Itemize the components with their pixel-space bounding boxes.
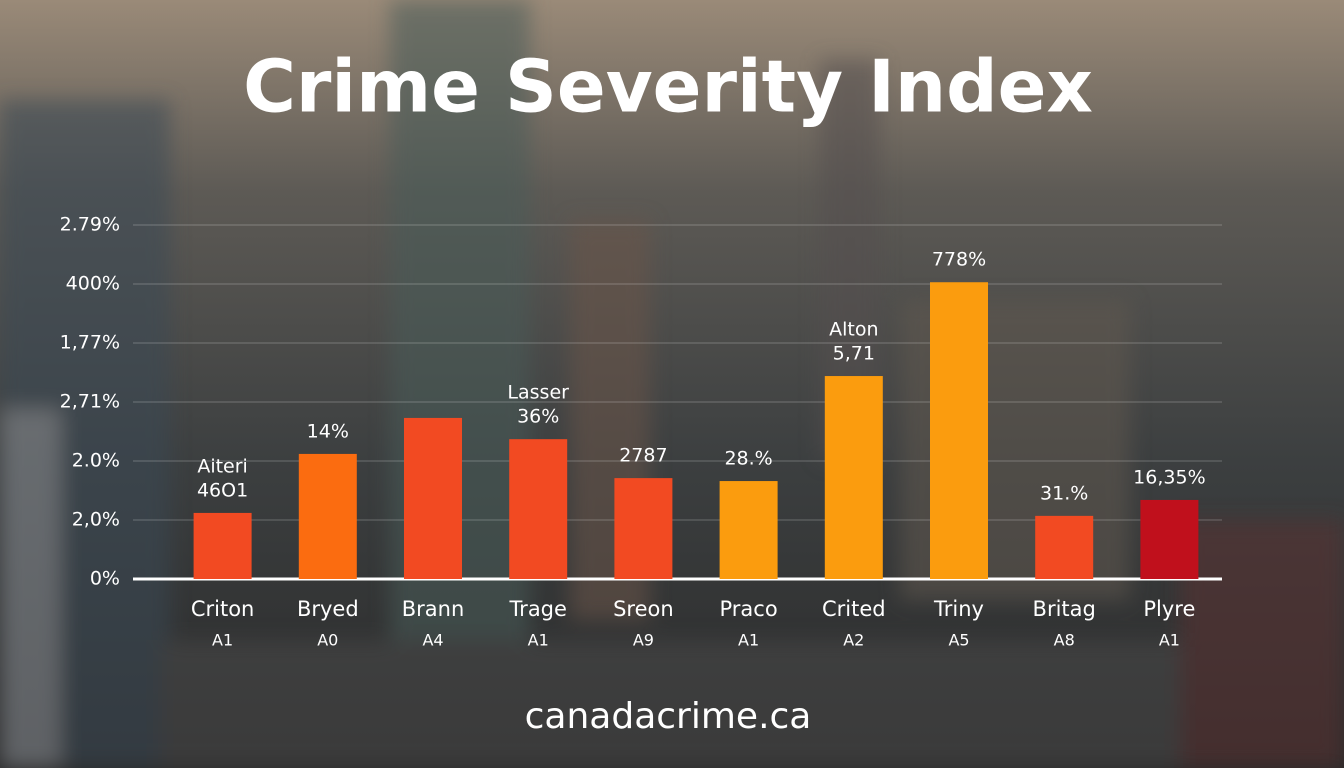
x-sub-label: A9 bbox=[633, 631, 654, 650]
y-tick-label: 2.0% bbox=[72, 450, 120, 472]
bar bbox=[1140, 499, 1199, 579]
y-tick-label: 400% bbox=[66, 273, 120, 295]
x-tick-label: Plyre bbox=[1143, 597, 1195, 621]
bar bbox=[193, 512, 252, 579]
bar-annotation: Alton bbox=[829, 319, 878, 341]
bar-annotation: 28.% bbox=[724, 448, 772, 470]
x-sub-label: A0 bbox=[317, 631, 338, 650]
x-sub-label: A2 bbox=[843, 631, 864, 650]
x-tick-label: Sreon bbox=[613, 597, 674, 621]
bar-annotation: 5,71 bbox=[833, 343, 875, 365]
x-tick-label: Triny bbox=[933, 597, 984, 621]
x-sub-label: A1 bbox=[738, 631, 759, 650]
chart-title: Crime Severity Index bbox=[243, 45, 1093, 129]
bar-annotation: 31.% bbox=[1040, 482, 1088, 504]
x-sub-label: A1 bbox=[528, 631, 549, 650]
y-tick-label: 0% bbox=[90, 568, 120, 590]
bar bbox=[614, 478, 673, 579]
bar bbox=[719, 481, 778, 579]
bar-annotation: 778% bbox=[932, 249, 986, 271]
y-tick-label: 2,71% bbox=[60, 391, 120, 413]
x-sub-label: A1 bbox=[212, 631, 233, 650]
x-tick-label: Brann bbox=[402, 597, 465, 621]
bar bbox=[298, 453, 357, 579]
x-tick-label: Praco bbox=[719, 597, 777, 621]
y-tick-label: 2.79% bbox=[60, 214, 120, 236]
bar-annotation: Lasser bbox=[507, 382, 569, 404]
x-sub-label: A5 bbox=[948, 631, 969, 650]
bar-annotation: Aiteri bbox=[197, 455, 248, 477]
x-sub-label: A8 bbox=[1054, 631, 1075, 650]
bar bbox=[1035, 515, 1094, 579]
y-tick-label: 2,0% bbox=[72, 509, 120, 531]
y-tick-label: 1,77% bbox=[60, 332, 120, 354]
bar bbox=[509, 439, 568, 579]
bar bbox=[930, 282, 988, 579]
x-tick-label: Britag bbox=[1033, 597, 1096, 621]
bar-annotation: 16,35% bbox=[1133, 466, 1205, 488]
x-sub-label: A1 bbox=[1159, 631, 1180, 650]
bar bbox=[404, 417, 462, 579]
x-tick-label: Crited bbox=[822, 597, 886, 621]
bar-annotation: 36% bbox=[517, 406, 559, 428]
bar bbox=[824, 376, 883, 579]
footer: canadacrime.ca bbox=[525, 696, 812, 737]
bar-annotation: 2787 bbox=[619, 445, 667, 467]
x-sub-label: A4 bbox=[422, 631, 443, 650]
x-tick-label: Trage bbox=[508, 597, 567, 621]
x-tick-label: Criton bbox=[191, 597, 255, 621]
x-tick-label: Bryed bbox=[297, 597, 359, 621]
bar-annotation: 14% bbox=[307, 420, 349, 442]
bar-annotation: 46O1 bbox=[197, 479, 248, 501]
